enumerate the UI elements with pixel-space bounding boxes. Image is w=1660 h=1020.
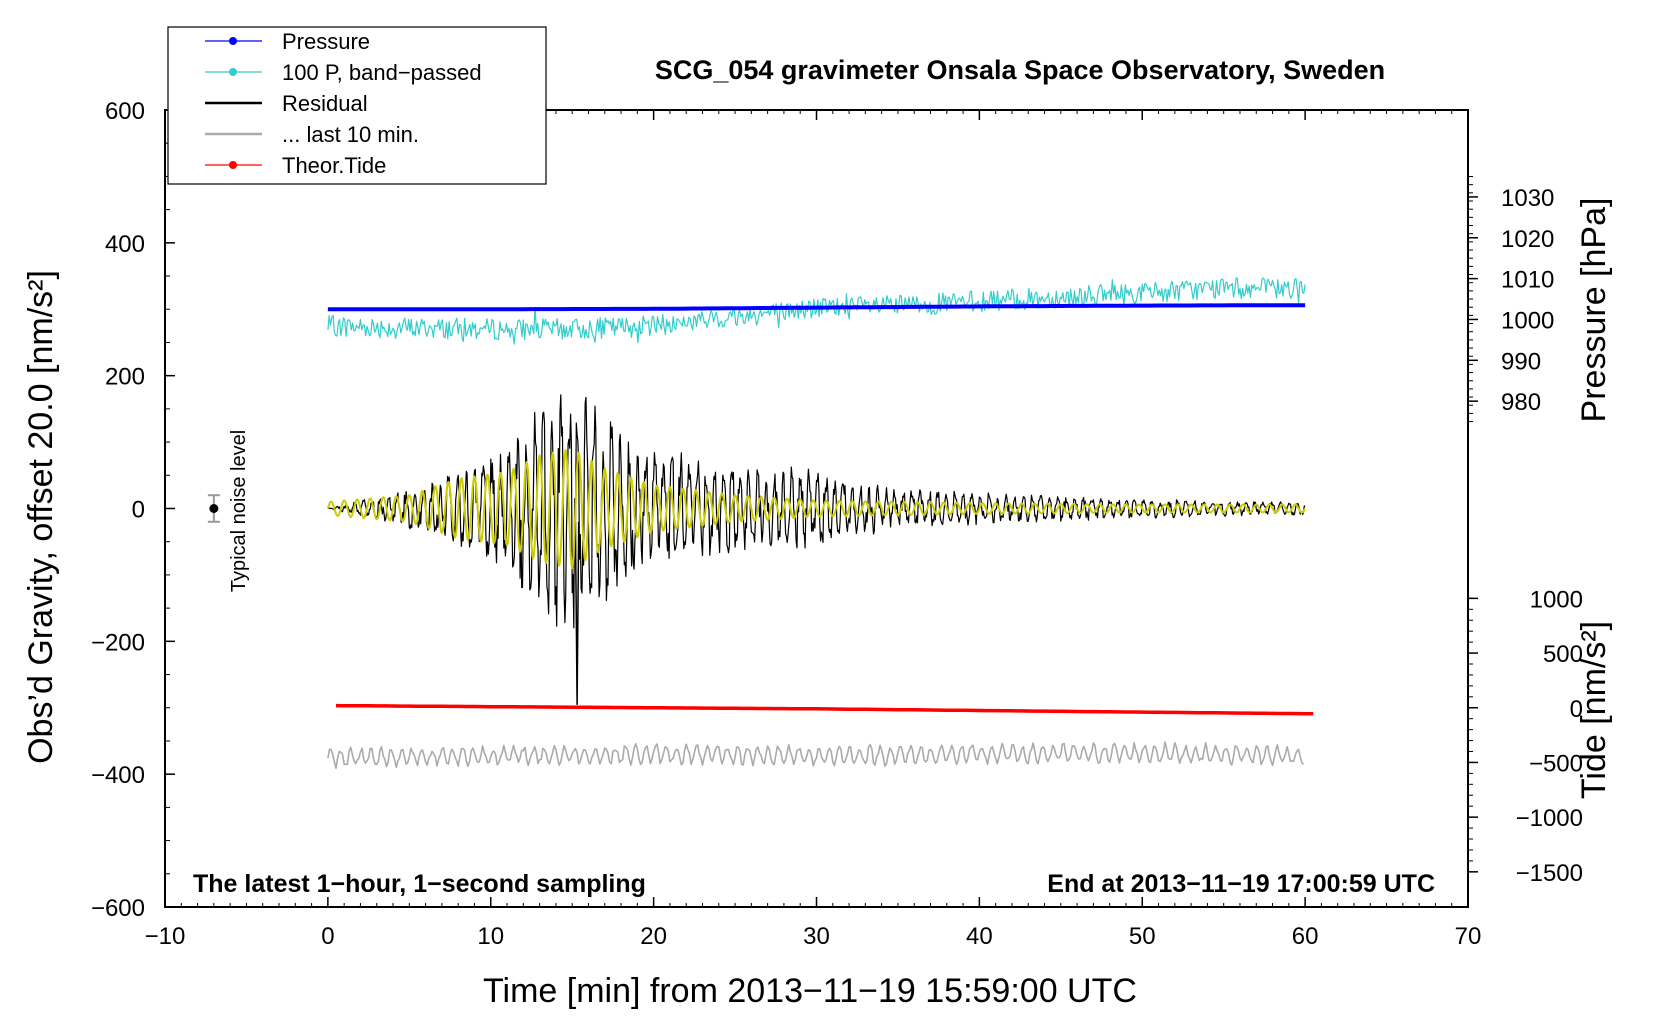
chart-title: SCG_054 gravimeter Onsala Space Observat… [655,55,1385,85]
x-tick-label: 10 [477,923,504,950]
legend: Pressure 100 P, band−passed Residual ... la… [167,26,547,185]
series-pressure [327,303,1306,312]
y-tick-label: −400 [91,762,145,789]
tide-tick-label: 1000 [1530,586,1583,613]
x-tick-label: −10 [145,923,186,950]
legend-marker [229,68,237,76]
noise-level-errorbar [207,494,220,523]
pressure-tick-label: 1010 [1501,267,1554,294]
legend-box [167,26,547,185]
series-residual [327,394,1306,629]
series-last-10-min [327,741,1305,770]
pressure-axis-label: Pressure [hPa] [1575,198,1613,423]
legend-label: Theor.Tide [282,153,386,178]
x-tick-label: 0 [321,923,334,950]
legend-label: ... last 10 min. [282,122,419,147]
legend-label: Pressure [282,29,370,54]
x-tick-label: 30 [803,923,830,950]
pressure-tick-label: 1000 [1501,307,1554,334]
y-tick-label: 400 [105,231,145,258]
pressure-tick-label: 1020 [1501,226,1554,253]
y-tick-label: −200 [91,629,145,656]
x-tick-label: 50 [1129,923,1156,950]
tide-tick-label: −1000 [1516,805,1583,832]
series-residual-spike [574,521,580,706]
tide-tick-label: −500 [1529,750,1583,777]
note-end-time: End at 2013−11−19 17:00:59 UTC [1047,870,1435,898]
note-sampling: The latest 1−hour, 1−second sampling [193,870,646,898]
legend-label: Residual [282,91,368,116]
x-tick-label: 70 [1455,923,1482,950]
x-axis-label: Time [min] from 2013−11−19 15:59:00 UTC [483,972,1137,1010]
noise-level-label: Typical noise level [228,430,250,592]
y-tick-label: 200 [105,364,145,391]
tide-axis-label: Tide [nm/s²] [1575,621,1613,799]
legend-marker [229,37,237,45]
x-tick-label: 20 [640,923,667,950]
y-axis-label: Obs’d Gravity, offset 20.0 [nm/s²] [22,270,60,764]
y-tick-label: −600 [91,895,145,922]
legend-marker [229,161,237,169]
pressure-tick-label: 1030 [1501,185,1554,212]
x-tick-label: 40 [966,923,993,950]
x-tick-label: 60 [1292,923,1319,950]
series-theoretical-tide [335,703,1314,716]
y-tick-label: 600 [105,98,145,125]
tide-tick-label: 500 [1543,641,1583,668]
tide-tick-label: −1500 [1516,860,1583,887]
pressure-tick-label: 980 [1501,389,1541,416]
tide-tick-label: 0 [1570,696,1583,723]
series-band-passed-pressure [327,277,1306,345]
series-filtered-residual [326,449,1306,570]
pressure-tick-label: 990 [1501,348,1541,375]
y-tick-label: 0 [132,497,145,524]
legend-label: 100 P, band−passed [282,60,482,85]
noise-point [209,504,219,513]
